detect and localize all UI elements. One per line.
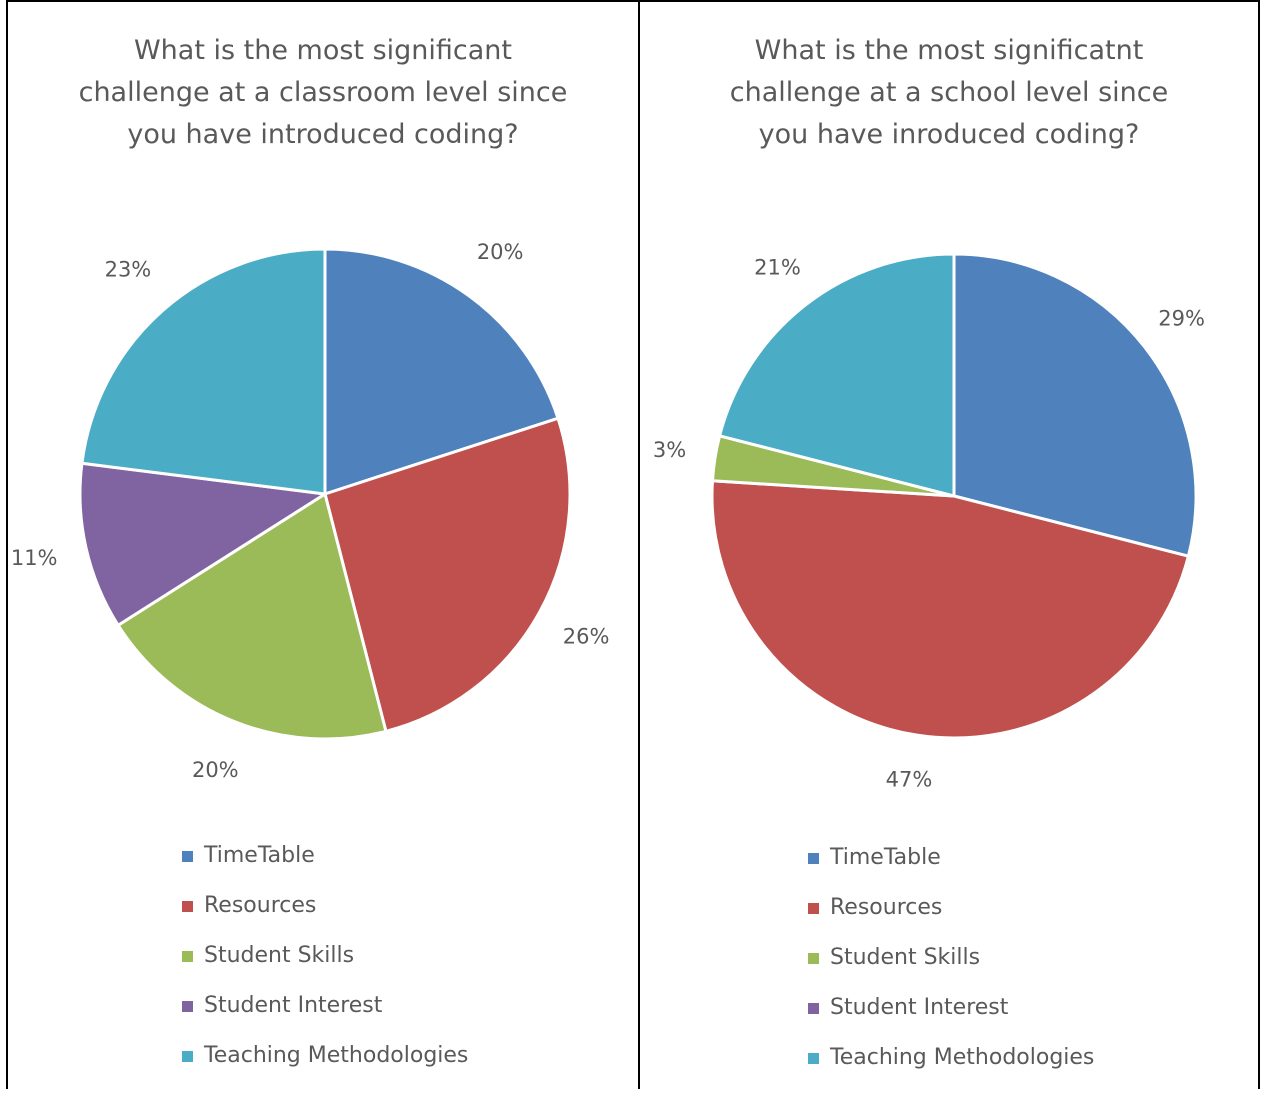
legend-swatch	[182, 951, 193, 962]
pie-slice-timetable	[323, 247, 560, 496]
data-label: 20%	[477, 240, 524, 264]
school-pie-chart: 29% 47% 3% 21%	[653, 252, 1205, 791]
legend-label: Teaching Methodologies	[204, 1043, 469, 1068]
data-label: 20%	[192, 758, 239, 782]
data-label: 26%	[563, 625, 610, 649]
chart-title-line: challenge at a classroom level since	[78, 77, 568, 108]
chart-title-line: challenge at a school level since	[729, 77, 1169, 108]
legend-label: Student Skills	[830, 945, 981, 970]
legend-swatch	[182, 1051, 193, 1062]
chart-title-line: you have introduced coding?	[127, 119, 519, 150]
legend-label: TimeTable	[204, 843, 315, 868]
chart-title-line: What is the most significant	[133, 35, 513, 66]
classroom-pie-chart: 20% 26% 20% 11% 23%	[11, 240, 610, 782]
panel-divider	[638, 0, 640, 1089]
legend-label: Student Skills	[204, 943, 355, 968]
pie-slice-resources	[323, 416, 572, 733]
outer-frame	[6, 0, 1260, 1089]
legend-swatch	[808, 1003, 819, 1014]
legend-swatch	[182, 851, 193, 862]
legend-swatch	[182, 901, 193, 912]
pie-slice-teaching-methodologies	[80, 247, 327, 496]
classroom-chart-panel: What is the most significant challenge a…	[8, 0, 638, 1089]
chart-title-line: What is the most significatnt	[754, 35, 1144, 66]
data-label: 47%	[886, 767, 933, 791]
legend-swatch	[808, 1053, 819, 1064]
legend-swatch	[808, 953, 819, 964]
pie-slice-teaching-methodologies	[718, 252, 956, 498]
legend-label: Resources	[830, 895, 943, 920]
data-label: 23%	[105, 257, 152, 281]
legend-swatch	[808, 853, 819, 864]
legend-label: Student Interest	[830, 995, 1009, 1020]
chart-title: What is the most significatnt challenge …	[640, 30, 1258, 156]
chart-title: What is the most significant challenge a…	[8, 30, 638, 156]
pie-slice-student-skills	[116, 492, 388, 741]
data-label: 21%	[754, 255, 801, 279]
legend-swatch	[182, 1001, 193, 1012]
legend-label: Teaching Methodologies	[830, 1045, 1095, 1070]
pie-slice-resources	[710, 479, 1190, 740]
school-chart-panel: What is the most significatnt challenge …	[640, 0, 1258, 1089]
pie-slice-timetable	[952, 252, 1198, 558]
chart-title-line: you have inroduced coding?	[758, 119, 1140, 150]
legend-label: Resources	[204, 893, 317, 918]
legend-label: Student Interest	[204, 993, 383, 1018]
pie-slice-student-interest	[78, 461, 327, 627]
data-label: 3%	[653, 438, 686, 462]
legend-swatch	[808, 903, 819, 914]
data-label: 29%	[1158, 306, 1205, 330]
legend-label: TimeTable	[830, 845, 941, 870]
data-label: 11%	[11, 546, 58, 570]
